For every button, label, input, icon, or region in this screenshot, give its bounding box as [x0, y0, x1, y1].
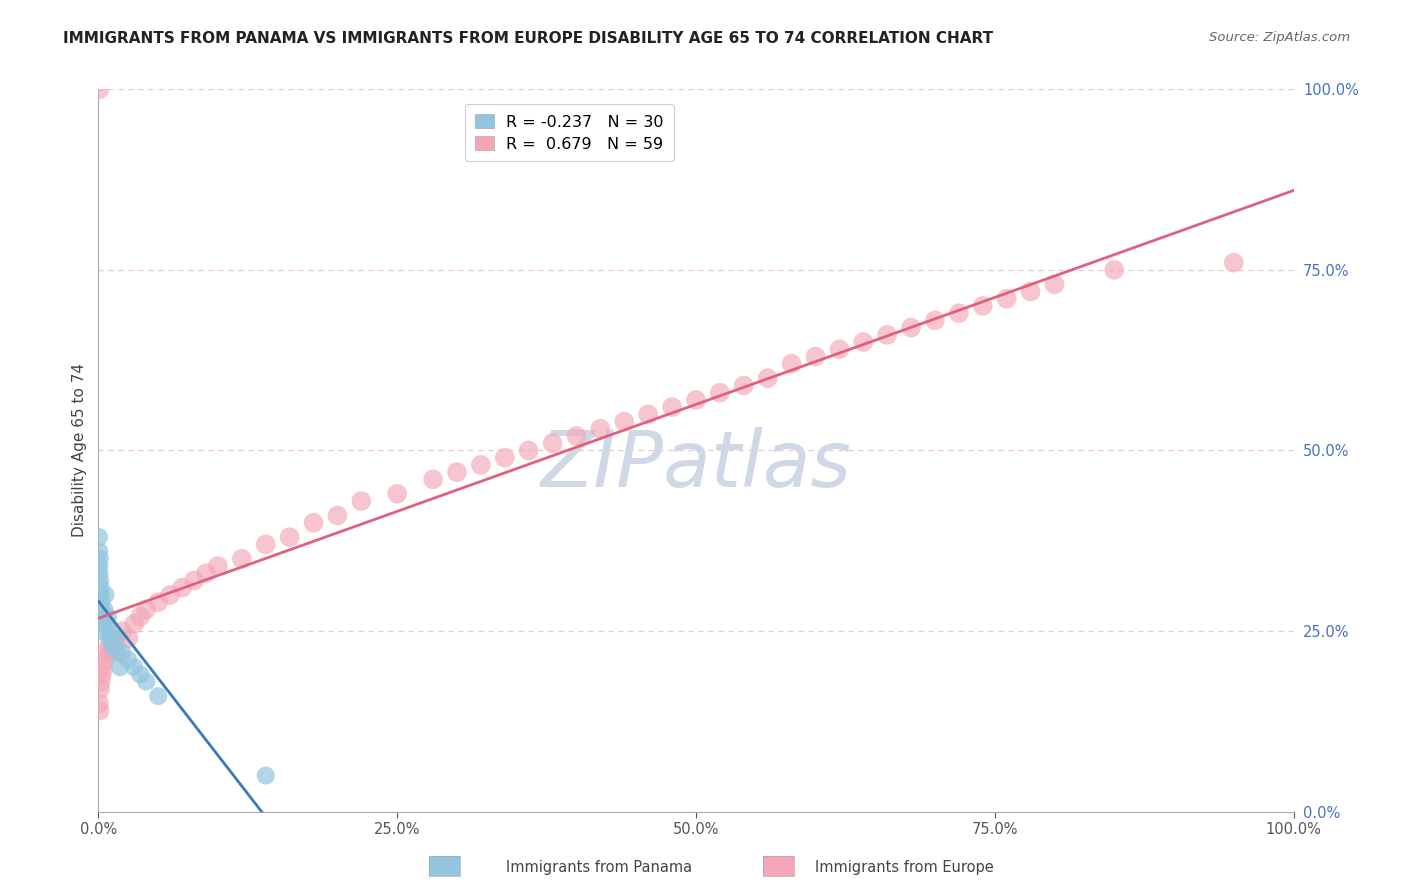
- Point: [111, 646, 134, 660]
- Point: [98, 624, 122, 639]
- Point: [111, 624, 134, 639]
- Point: [780, 357, 803, 371]
- Point: [517, 443, 540, 458]
- Point: [948, 306, 970, 320]
- Point: [350, 494, 373, 508]
- Point: [89, 574, 111, 588]
- Point: [1043, 277, 1066, 292]
- Point: [446, 465, 468, 479]
- Point: [90, 602, 112, 616]
- Legend: R = -0.237   N = 30, R =  0.679   N = 59: R = -0.237 N = 30, R = 0.679 N = 59: [465, 104, 673, 161]
- Point: [93, 653, 115, 667]
- Point: [709, 385, 731, 400]
- Point: [108, 660, 131, 674]
- Point: [91, 667, 114, 681]
- Point: [107, 646, 129, 660]
- Point: [852, 334, 875, 349]
- Point: [117, 653, 139, 667]
- Point: [101, 639, 124, 653]
- Point: [254, 537, 277, 551]
- Point: [756, 371, 779, 385]
- Point: [828, 343, 851, 357]
- Point: [91, 609, 114, 624]
- Point: [159, 588, 181, 602]
- Point: [326, 508, 349, 523]
- Point: [231, 551, 253, 566]
- Point: [98, 646, 122, 660]
- Point: [90, 595, 112, 609]
- Point: [1104, 262, 1126, 277]
- Point: [613, 415, 636, 429]
- Point: [1223, 255, 1246, 269]
- Point: [278, 530, 301, 544]
- Point: [91, 624, 114, 639]
- Point: [637, 407, 659, 421]
- Point: [104, 632, 127, 646]
- Point: [98, 639, 121, 653]
- Point: [148, 595, 170, 609]
- Point: [89, 566, 111, 581]
- Point: [87, 530, 110, 544]
- Point: [565, 429, 588, 443]
- Point: [302, 516, 325, 530]
- Point: [541, 436, 564, 450]
- Point: [135, 602, 157, 616]
- Point: [96, 646, 118, 660]
- Point: [1019, 285, 1042, 299]
- Point: [254, 769, 277, 783]
- Point: [135, 674, 157, 689]
- Point: [924, 313, 946, 327]
- Y-axis label: Disability Age 65 to 74: Disability Age 65 to 74: [72, 363, 87, 538]
- Point: [876, 327, 898, 342]
- Point: [589, 422, 612, 436]
- Point: [105, 639, 128, 653]
- Point: [733, 378, 755, 392]
- Point: [89, 681, 111, 696]
- Point: [494, 450, 516, 465]
- Point: [129, 667, 152, 681]
- Point: [101, 632, 124, 646]
- Point: [129, 609, 152, 624]
- Point: [91, 616, 114, 631]
- Point: [195, 566, 218, 581]
- Point: [124, 660, 146, 674]
- Text: Immigrants from Panama: Immigrants from Panama: [506, 860, 692, 874]
- Point: [98, 632, 121, 646]
- Point: [89, 559, 111, 574]
- Text: ZIPatlas: ZIPatlas: [540, 427, 852, 503]
- Point: [89, 704, 111, 718]
- Point: [207, 559, 229, 574]
- Point: [90, 581, 112, 595]
- Point: [89, 544, 111, 558]
- Text: Source: ZipAtlas.com: Source: ZipAtlas.com: [1209, 31, 1350, 45]
- Point: [97, 609, 120, 624]
- Point: [89, 551, 111, 566]
- Point: [661, 400, 683, 414]
- Point: [385, 487, 409, 501]
- Point: [124, 616, 146, 631]
- Point: [87, 696, 110, 710]
- Point: [90, 674, 112, 689]
- Point: [93, 602, 115, 616]
- Point: [96, 616, 118, 631]
- Point: [94, 588, 117, 602]
- Point: [900, 320, 922, 334]
- Point: [995, 292, 1018, 306]
- Point: [183, 574, 205, 588]
- Point: [422, 472, 444, 486]
- Point: [685, 392, 707, 407]
- Point: [91, 660, 114, 674]
- Point: [148, 689, 170, 703]
- Point: [117, 632, 139, 646]
- Text: IMMIGRANTS FROM PANAMA VS IMMIGRANTS FROM EUROPE DISABILITY AGE 65 TO 74 CORRELA: IMMIGRANTS FROM PANAMA VS IMMIGRANTS FRO…: [63, 31, 994, 46]
- Point: [90, 588, 112, 602]
- Point: [89, 82, 111, 96]
- Point: [804, 350, 827, 364]
- Text: Immigrants from Europe: Immigrants from Europe: [815, 860, 994, 874]
- Point: [470, 458, 492, 472]
- Point: [972, 299, 994, 313]
- Point: [172, 581, 194, 595]
